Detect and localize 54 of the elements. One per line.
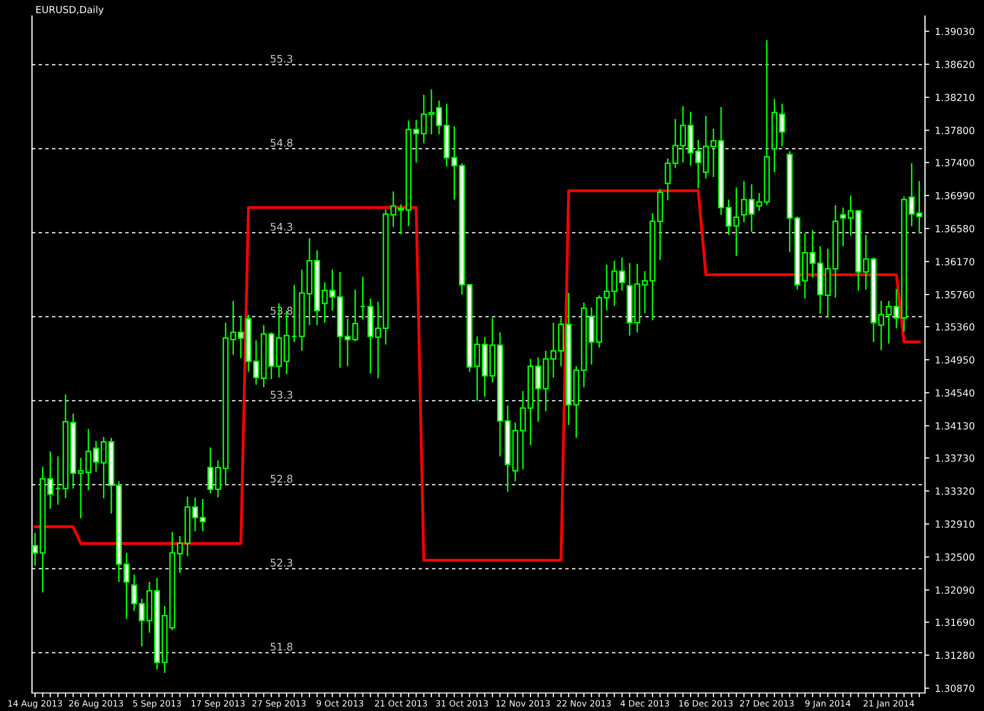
candlestick [733,186,740,257]
x-tick-label: 5 Sep 2013 [133,700,181,708]
y2-tick-label: 55.3 [270,54,292,63]
x-tick-label: 4 Dec 2013 [620,700,669,707]
x-tick-label: 21 Jan 2014 [864,700,914,708]
candlestick [604,264,610,312]
y-tick-label: 1.31690 [936,618,974,626]
y-tick-label: 1.32090 [936,586,974,594]
y2-tick-label: 54.8 [270,138,292,147]
candlestick [138,598,145,648]
y-tick-label: 1.37400 [936,158,974,166]
y-tick-label: 1.35760 [936,291,974,298]
y-tick-label: 1.36990 [936,192,974,200]
x-tick-label: 9 Oct 2013 [316,700,364,707]
x-tick-label: 27 Dec 2013 [740,700,794,707]
x-tick-label: 16 Dec 2013 [679,700,733,707]
y2-tick-label: 52.8 [270,474,292,483]
candlestick [54,456,61,506]
y-tick-label: 1.33730 [936,454,974,462]
x-tick-label: 21 Oct 2013 [374,700,427,707]
candlestick [291,284,298,343]
y-tick-label: 1.35360 [936,323,974,331]
x-tick-label: 17 Sep 2013 [192,700,245,708]
candlestick [200,498,206,532]
y2-tick-label: 52.3 [270,558,292,567]
y-tick-label: 1.38620 [936,60,974,68]
candlestick [664,158,671,202]
y2-tick-label: 54.3 [270,222,292,231]
candlestick [230,300,236,356]
y-tick-label: 1.32910 [936,520,974,528]
y-tick-label: 1.34540 [936,389,974,397]
y-tick-label: 1.34950 [936,356,974,364]
y-tick-label: 1.36170 [936,258,974,266]
chart-title: EURUSD,Daily [36,6,104,16]
x-tick-label: 9 Jan 2014 [805,700,850,708]
x-tick-label: 14 Aug 2013 [8,700,62,708]
y-tick-label: 1.31280 [936,652,974,659]
x-tick-label: 22 Nov 2013 [556,700,611,707]
candlestick [360,276,366,320]
y-tick-label: 1.37800 [936,126,974,134]
y-tick-label: 1.32500 [936,553,974,561]
x-tick-label: 27 Sep 2013 [252,700,306,708]
y2-tick-label: 53.3 [270,390,292,399]
x-tick-label: 31 Oct 2013 [436,700,488,707]
y-tick-label: 1.38210 [936,94,974,102]
y-tick-label: 1.36580 [936,224,974,232]
y2-tick-label: 51.8 [270,642,292,651]
x-tick-label: 12 Nov 2013 [496,700,550,707]
candlestick [131,574,138,612]
y-tick-label: 1.34130 [936,422,974,430]
y-tick-label: 1.30870 [936,684,974,692]
x-tick-label: 26 Aug 2013 [69,700,123,708]
y-tick-label: 1.39030 [936,28,974,36]
y-tick-label: 1.33320 [936,487,974,495]
